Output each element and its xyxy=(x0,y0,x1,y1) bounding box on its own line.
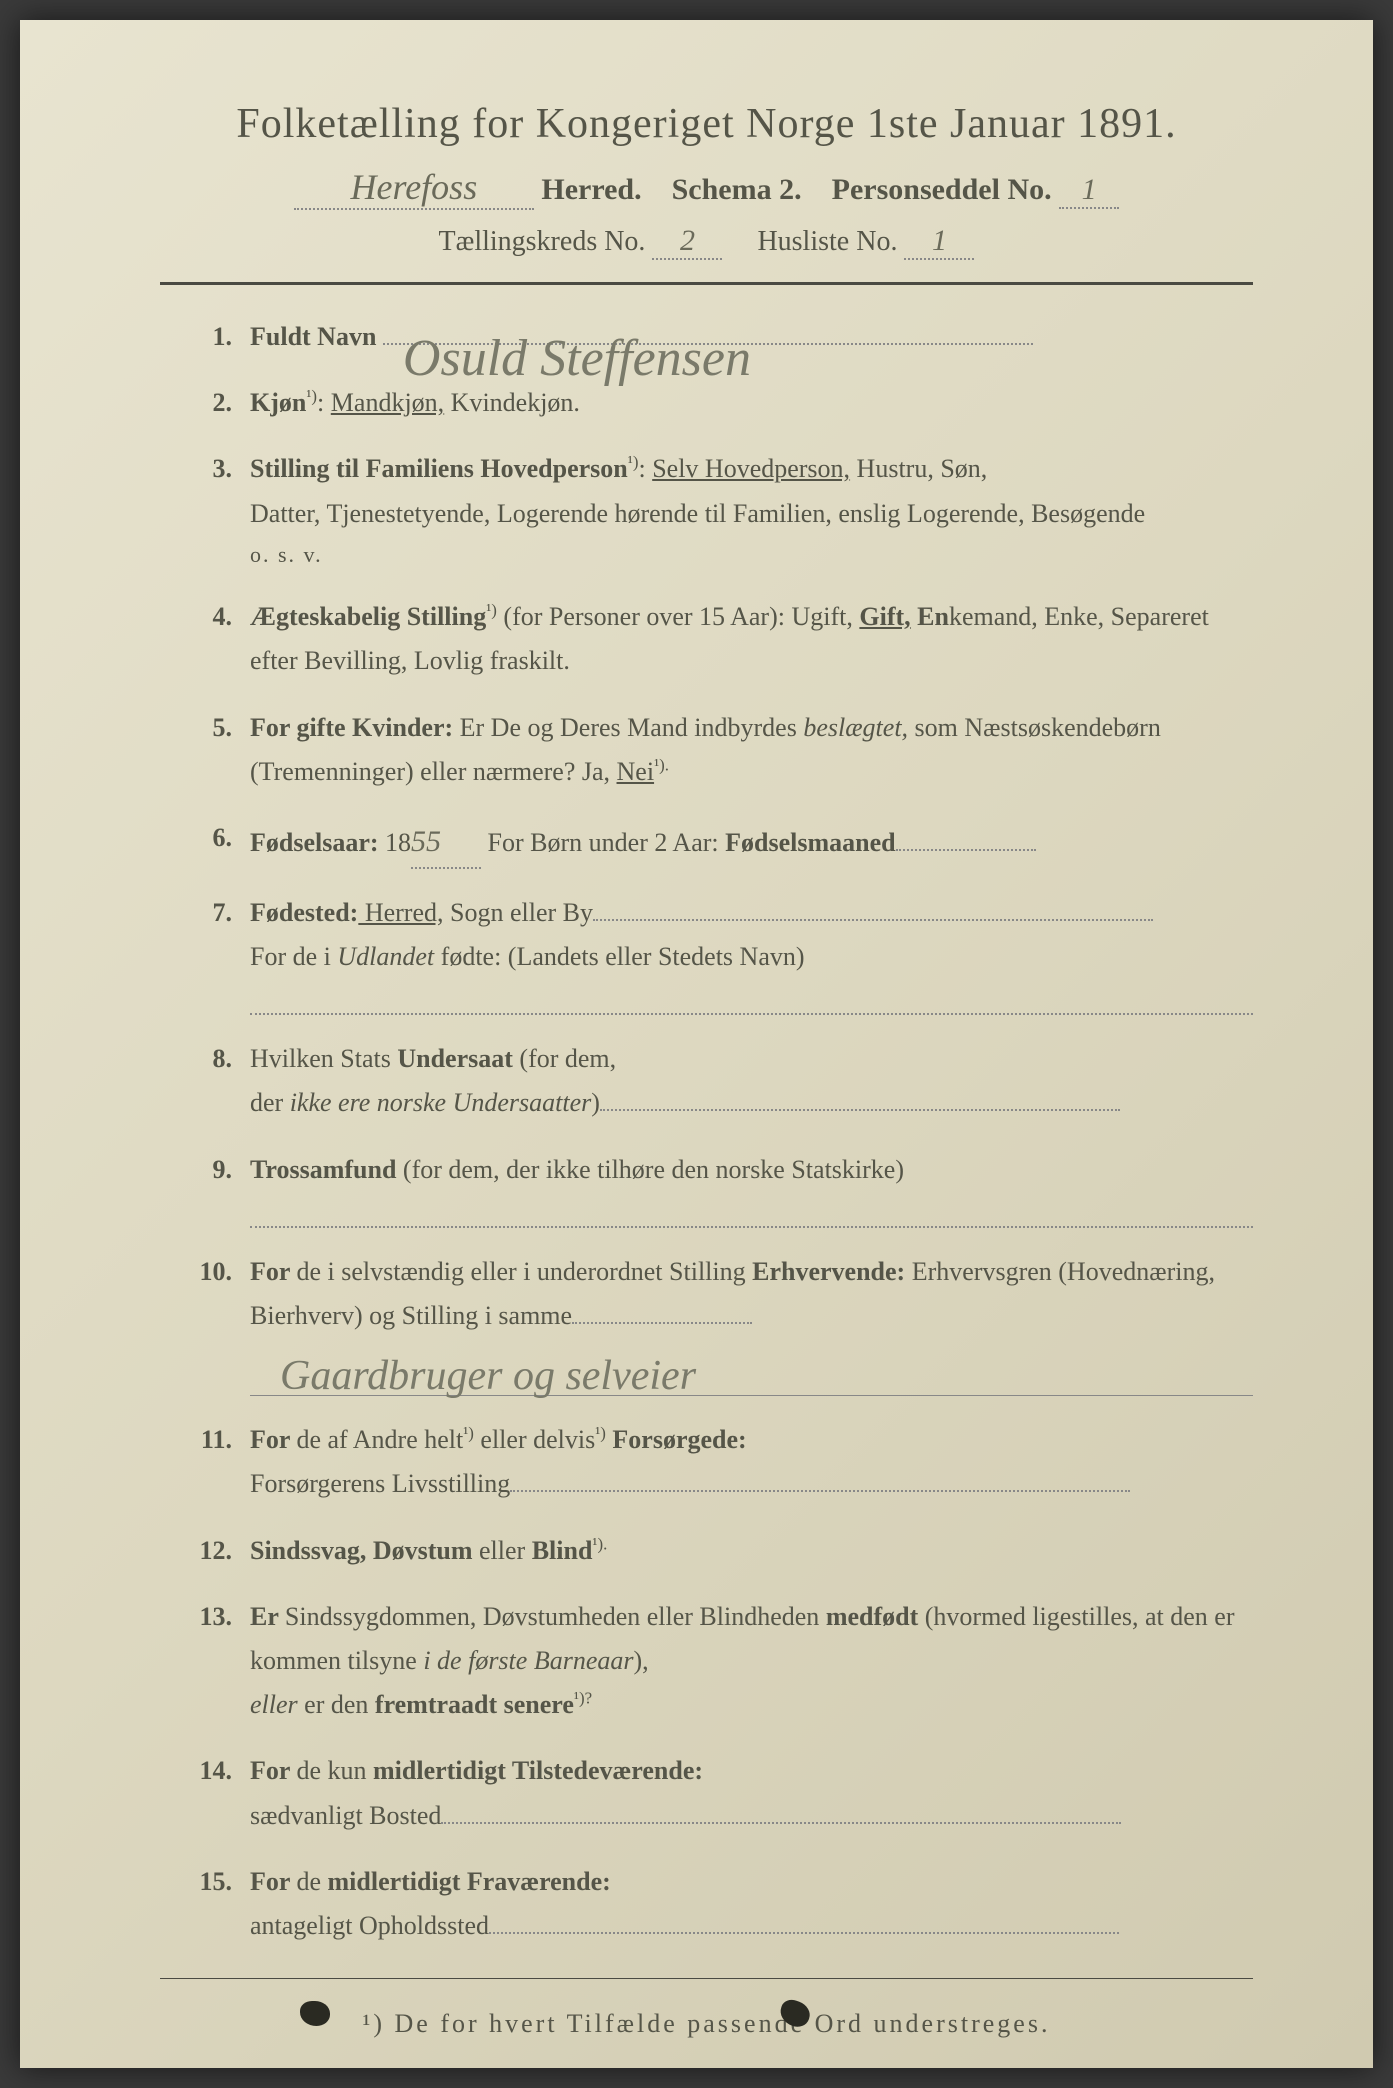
related-selected: Nei xyxy=(617,757,655,786)
occupation-handwritten: Gaardbruger og selveier xyxy=(280,1341,696,1412)
item-4-marital: 4. Ægteskabelig Stilling¹) (for Personer… xyxy=(180,595,1253,683)
item-3-label: Stilling til Familiens Hovedperson xyxy=(250,454,628,483)
item-10-occupation: 10. For de i selvstændig eller i underor… xyxy=(180,1250,1253,1396)
full-name-handwritten: Osuld Steffensen xyxy=(403,315,751,403)
ink-stain-icon xyxy=(300,2001,330,2026)
item-11-supported: 11. For de af Andre helt¹) eller delvis¹… xyxy=(180,1418,1253,1506)
item-4-label: Ægteskabelig Stilling xyxy=(250,602,486,631)
item-6-label: Fødselsaar: xyxy=(250,828,379,857)
birthplace-selected: Herred, xyxy=(358,898,443,927)
header-row-2: Tællingskreds No. 2 Husliste No. 1 xyxy=(160,224,1253,260)
marital-selected: Gift, xyxy=(859,602,910,631)
personseddel-label: Personseddel No. xyxy=(832,173,1052,206)
item-13-congenital: 13. Er Sindssygdommen, Døvstumheden elle… xyxy=(180,1595,1253,1728)
husliste-no-handwritten: 1 xyxy=(904,224,974,260)
occupation-fill-line: Gaardbruger og selveier xyxy=(250,1346,1253,1396)
footer-rule xyxy=(160,1978,1253,1979)
item-2-label: Kjøn xyxy=(250,388,306,417)
header-rule xyxy=(160,282,1253,285)
item-9-religion: 9. Trossamfund (for dem, der ikke tilhør… xyxy=(180,1148,1253,1228)
item-15-temporary-absent: 15. For de midlertidigt Fraværende: anta… xyxy=(180,1860,1253,1948)
position-selected: Selv Hovedperson, xyxy=(652,454,850,483)
item-8-subject: 8. Hvilken Stats Undersaat (for dem, der… xyxy=(180,1037,1253,1125)
item-1-label: Fuldt Navn xyxy=(250,322,376,351)
item-14-temporary-present: 14. For de kun midlertidigt Tilstedevære… xyxy=(180,1749,1253,1837)
header-row-1: Herefoss Herred. Schema 2. Personseddel … xyxy=(160,166,1253,210)
census-form-page: Folketælling for Kongeriget Norge 1ste J… xyxy=(20,20,1373,2068)
husliste-label: Husliste No. xyxy=(757,226,897,257)
item-5-label: gifte Kvinder: xyxy=(296,713,453,742)
form-header: Folketælling for Kongeriget Norge 1ste J… xyxy=(160,100,1253,260)
personseddel-no-handwritten: 1 xyxy=(1059,173,1119,209)
herred-label: Herred. xyxy=(541,173,641,206)
item-3-position: 3. Stilling til Familiens Hovedperson¹):… xyxy=(180,447,1253,573)
item-1-name: 1. Fuldt Navn Osuld Steffensen xyxy=(180,315,1253,359)
name-fill-line: Osuld Steffensen xyxy=(383,343,1033,345)
schema-label: Schema 2. xyxy=(672,173,802,206)
item-6-birthyear: 6. Fødselsaar: 1855 For Børn under 2 Aar… xyxy=(180,816,1253,869)
item-8-label: Undersaat xyxy=(397,1044,513,1073)
item-7-birthplace: 7. Fødested: Herred, Sogn eller By For d… xyxy=(180,891,1253,1015)
item-12-disability: 12. Sindssvag, Døvstum eller Blind¹). xyxy=(180,1529,1253,1573)
item-9-label: Trossamfund xyxy=(250,1155,396,1184)
kreds-no-handwritten: 2 xyxy=(652,224,722,260)
birthyear-handwritten: 55 xyxy=(411,816,481,869)
kreds-label: Tællingskreds No. xyxy=(439,226,646,257)
item-12-label: Sindssvag, Døvstum xyxy=(250,1536,473,1565)
item-5-related: 5. For gifte Kvinder: Er De og Deres Man… xyxy=(180,706,1253,794)
item-7-label: Fødested: xyxy=(250,898,358,927)
form-title: Folketælling for Kongeriget Norge 1ste J… xyxy=(160,100,1253,148)
herred-handwritten: Herefoss xyxy=(294,166,534,210)
form-items: 1. Fuldt Navn Osuld Steffensen 2. Kjøn¹)… xyxy=(160,315,1253,1948)
